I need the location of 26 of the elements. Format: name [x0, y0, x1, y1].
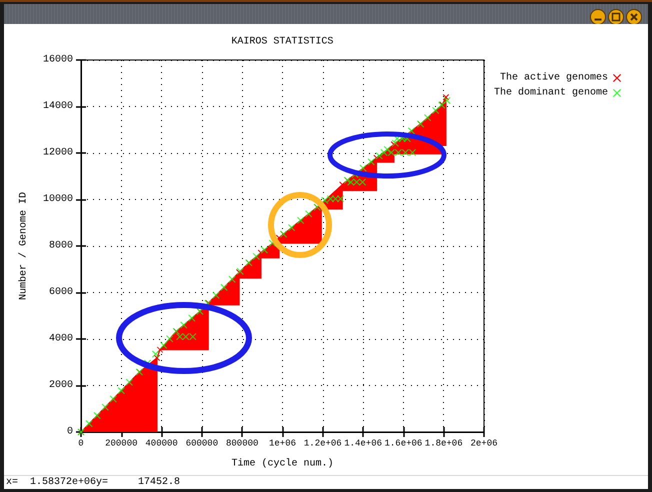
x-tick-label: 200000 — [105, 438, 138, 448]
x-tick-label: 1.8e+06 — [424, 438, 463, 448]
x-tick-label: 1e+06 — [268, 438, 296, 448]
y-tick-label: 12000 — [42, 148, 73, 158]
chart-title: KAIROS STATISTICS — [231, 36, 334, 48]
x-tick-label: 1.2e+06 — [304, 438, 342, 448]
x-tick-label: 400000 — [145, 438, 178, 448]
y-tick-label: 14000 — [42, 101, 73, 112]
legend-label: The active genomes — [500, 72, 608, 84]
x-tick-label: 800000 — [226, 438, 258, 448]
x-tick-label: 1.4e+06 — [344, 438, 382, 448]
y-tick-label: 2000 — [48, 380, 73, 391]
x-axis-title: Time (cycle num.) — [231, 458, 334, 470]
text: x= 1.58372e+06y= 17452.8 — [6, 477, 180, 488]
x-tick-label: 2e+06 — [470, 438, 498, 448]
y-axis-title: Number / Genome ID — [18, 192, 30, 300]
y-tick-label: 4000 — [48, 334, 73, 344]
x-tick-label: 600000 — [186, 438, 218, 448]
x-tick-label: 1.6e+06 — [384, 438, 422, 448]
y-tick-label: 0 — [66, 426, 73, 438]
y-tick-label: 16000 — [42, 54, 73, 66]
x-tick-label: 0 — [78, 438, 84, 448]
y-tick-label: 6000 — [48, 287, 73, 298]
legend-label: The dominant genome — [494, 86, 608, 98]
y-tick-label: 10000 — [42, 194, 73, 205]
y-tick-label: 8000 — [48, 240, 73, 252]
